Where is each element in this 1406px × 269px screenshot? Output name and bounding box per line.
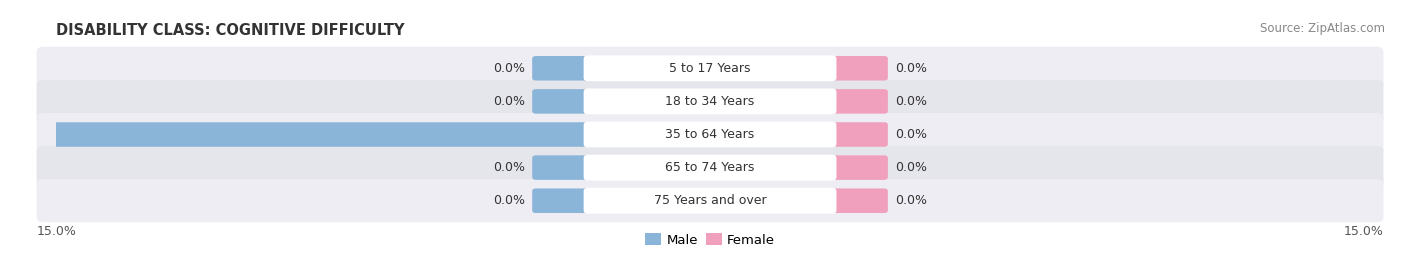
Text: 14.2%: 14.2% — [0, 128, 28, 141]
Text: 0.0%: 0.0% — [492, 161, 524, 174]
Text: 0.0%: 0.0% — [896, 128, 928, 141]
FancyBboxPatch shape — [828, 155, 887, 180]
FancyBboxPatch shape — [37, 146, 1384, 189]
FancyBboxPatch shape — [533, 89, 592, 114]
Text: 18 to 34 Years: 18 to 34 Years — [665, 95, 755, 108]
FancyBboxPatch shape — [37, 47, 1384, 90]
Text: 0.0%: 0.0% — [896, 62, 928, 75]
FancyBboxPatch shape — [828, 89, 887, 114]
FancyBboxPatch shape — [828, 189, 887, 213]
FancyBboxPatch shape — [37, 80, 1384, 123]
Legend: Male, Female: Male, Female — [640, 228, 780, 252]
Text: 0.0%: 0.0% — [492, 194, 524, 207]
FancyBboxPatch shape — [583, 188, 837, 214]
Text: Source: ZipAtlas.com: Source: ZipAtlas.com — [1260, 22, 1385, 34]
FancyBboxPatch shape — [828, 122, 887, 147]
Text: 75 Years and over: 75 Years and over — [654, 194, 766, 207]
Text: DISABILITY CLASS: COGNITIVE DIFFICULTY: DISABILITY CLASS: COGNITIVE DIFFICULTY — [56, 23, 405, 38]
Text: 0.0%: 0.0% — [896, 161, 928, 174]
FancyBboxPatch shape — [37, 113, 1384, 156]
Text: 5 to 17 Years: 5 to 17 Years — [669, 62, 751, 75]
FancyBboxPatch shape — [0, 122, 592, 147]
FancyBboxPatch shape — [533, 56, 592, 80]
FancyBboxPatch shape — [583, 89, 837, 114]
FancyBboxPatch shape — [583, 155, 837, 180]
FancyBboxPatch shape — [583, 55, 837, 81]
Text: 0.0%: 0.0% — [492, 62, 524, 75]
Text: 0.0%: 0.0% — [896, 194, 928, 207]
Text: 0.0%: 0.0% — [896, 95, 928, 108]
Text: 0.0%: 0.0% — [492, 95, 524, 108]
FancyBboxPatch shape — [828, 56, 887, 80]
FancyBboxPatch shape — [533, 155, 592, 180]
Text: 35 to 64 Years: 35 to 64 Years — [665, 128, 755, 141]
FancyBboxPatch shape — [37, 179, 1384, 222]
FancyBboxPatch shape — [533, 189, 592, 213]
Text: 65 to 74 Years: 65 to 74 Years — [665, 161, 755, 174]
FancyBboxPatch shape — [583, 122, 837, 147]
